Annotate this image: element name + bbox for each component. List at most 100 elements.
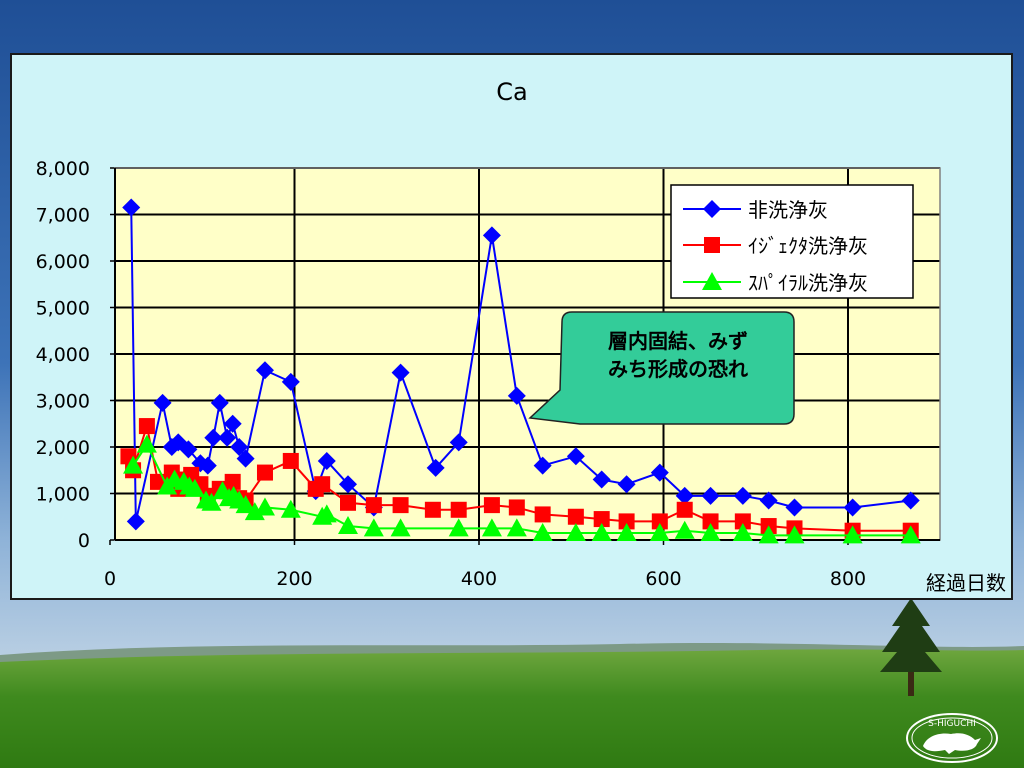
data-point-square bbox=[392, 497, 409, 514]
data-point-triangle bbox=[363, 518, 384, 537]
series-3 bbox=[123, 434, 921, 544]
data-point-square bbox=[314, 476, 331, 493]
logo-seal: S-HIGUCHI bbox=[906, 713, 998, 763]
data-point-triangle bbox=[136, 434, 157, 453]
data-point-diamond bbox=[592, 470, 611, 489]
axes: 0 1,000 2,000 3,000 4,000 5,000 6,000 7,000 8,00… bbox=[36, 158, 1006, 595]
data-point-diamond bbox=[236, 449, 255, 468]
data-point-square bbox=[676, 501, 693, 518]
data-point-diamond bbox=[218, 428, 237, 447]
data-point-diamond bbox=[317, 451, 336, 470]
data-point-triangle bbox=[565, 523, 586, 542]
data-point-square bbox=[340, 494, 357, 511]
data-point-square bbox=[508, 499, 525, 516]
y-tick-label: 2,000 bbox=[36, 437, 90, 459]
data-point-triangle bbox=[390, 518, 411, 537]
data-point-diamond bbox=[339, 475, 358, 494]
tree-icon bbox=[880, 598, 942, 696]
data-point-triangle bbox=[481, 518, 502, 537]
data-point-triangle bbox=[732, 523, 753, 542]
data-point-diamond bbox=[566, 447, 585, 466]
y-tick-label: 0 bbox=[78, 530, 90, 552]
data-point-triangle bbox=[649, 523, 670, 542]
callout-line-1: 層内固結、みず bbox=[608, 329, 748, 353]
data-point-triangle bbox=[244, 502, 265, 521]
field bbox=[0, 649, 1024, 768]
legend-entry-series-1: 非洗浄灰 bbox=[683, 198, 828, 222]
data-point-square bbox=[702, 513, 719, 530]
data-point-diamond bbox=[785, 498, 804, 517]
x-tick-label: 400 bbox=[461, 568, 497, 590]
data-point-triangle bbox=[338, 516, 359, 535]
x-axis-label: 経過日数 bbox=[926, 571, 1006, 595]
x-tick-label: 800 bbox=[830, 568, 866, 590]
data-point-square bbox=[618, 513, 635, 530]
data-point-diamond bbox=[507, 386, 526, 405]
x-tick-label: 0 bbox=[104, 568, 116, 590]
data-point-diamond bbox=[701, 486, 720, 505]
legend-entry-series-3: ｽﾊﾟｲﾗﾙ洗浄灰 bbox=[683, 271, 868, 295]
data-point-triangle bbox=[700, 523, 721, 542]
data-point-diamond bbox=[122, 198, 141, 217]
data-point-triangle bbox=[280, 499, 301, 518]
data-point-square bbox=[734, 513, 751, 530]
data-point-diamond bbox=[153, 393, 172, 412]
chart-area: 0 1,000 2,000 3,000 4,000 5,000 6,000 7,000 8,00… bbox=[36, 158, 1006, 595]
data-point-triangle bbox=[784, 525, 805, 544]
data-point-diamond bbox=[223, 414, 242, 433]
series-1 bbox=[122, 198, 920, 531]
data-point-diamond bbox=[733, 486, 752, 505]
data-point-diamond bbox=[675, 486, 694, 505]
data-point-square bbox=[534, 506, 551, 523]
data-point-diamond bbox=[617, 475, 636, 494]
chart-title: Ca bbox=[496, 78, 528, 106]
data-point-square bbox=[483, 497, 500, 514]
legend-label: 非洗浄灰 bbox=[748, 198, 828, 222]
data-point-diamond bbox=[449, 433, 468, 452]
data-point-diamond bbox=[198, 456, 217, 475]
data-point-diamond bbox=[759, 491, 778, 510]
data-point-square bbox=[593, 511, 610, 528]
y-tick-label: 6,000 bbox=[36, 251, 90, 273]
data-point-diamond bbox=[204, 428, 223, 447]
data-point-triangle bbox=[316, 504, 337, 523]
data-point-triangle bbox=[448, 518, 469, 537]
data-point-square bbox=[651, 513, 668, 530]
data-point-square bbox=[256, 464, 273, 481]
data-point-diamond bbox=[482, 226, 501, 245]
data-point-triangle bbox=[123, 455, 144, 474]
legend-marker-diamond bbox=[703, 200, 721, 218]
data-point-triangle bbox=[674, 520, 695, 539]
y-tick-label: 8,000 bbox=[36, 158, 90, 180]
y-tick-label: 4,000 bbox=[36, 344, 90, 366]
data-point-triangle bbox=[758, 525, 779, 544]
data-point-square bbox=[424, 501, 441, 518]
legend-label: ｲｼﾞｪｸﾀ洗浄灰 bbox=[748, 234, 868, 258]
data-point-triangle bbox=[591, 523, 612, 542]
data-point-diamond bbox=[843, 498, 862, 517]
legend-label: ｽﾊﾟｲﾗﾙ洗浄灰 bbox=[748, 271, 868, 295]
data-point-diamond bbox=[650, 463, 669, 482]
data-point-triangle bbox=[616, 523, 637, 542]
data-point-diamond bbox=[255, 361, 274, 380]
data-point-triangle bbox=[900, 525, 921, 544]
data-point-diamond bbox=[230, 438, 249, 456]
data-point-square bbox=[450, 501, 467, 518]
y-tick-label: 5,000 bbox=[36, 298, 90, 320]
bull-icon bbox=[923, 733, 981, 754]
data-point-triangle bbox=[201, 492, 222, 511]
legend-marker-triangle bbox=[702, 272, 722, 290]
x-tick-label: 200 bbox=[276, 568, 312, 590]
data-point-square bbox=[567, 508, 584, 525]
data-point-diamond bbox=[179, 440, 198, 459]
legend-entry-series-2: ｲｼﾞｪｸﾀ洗浄灰 bbox=[683, 234, 868, 258]
data-point-square bbox=[138, 418, 155, 435]
data-point-diamond bbox=[533, 456, 552, 475]
data-point-triangle bbox=[184, 478, 205, 497]
data-point-square bbox=[365, 497, 382, 514]
data-point-triangle bbox=[532, 523, 553, 542]
data-point-triangle bbox=[254, 497, 275, 516]
data-point-diamond bbox=[426, 458, 445, 477]
callout-line-2: みち形成の恐れ bbox=[608, 357, 748, 381]
data-point-square bbox=[282, 452, 299, 469]
